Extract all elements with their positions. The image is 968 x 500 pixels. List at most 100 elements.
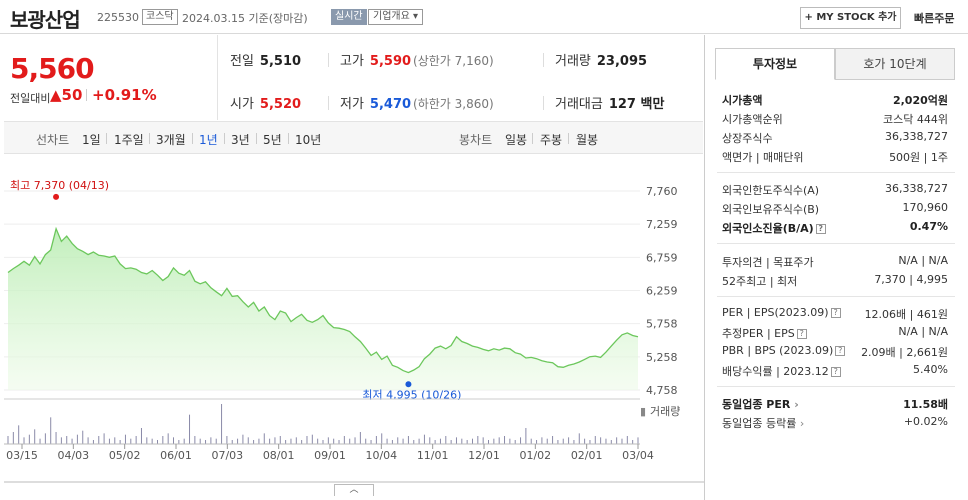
y-tick-label: 7,259 bbox=[646, 218, 678, 231]
x-tick-label: 07/03 bbox=[211, 449, 243, 462]
row-label: 액면가 | 매매단위 bbox=[722, 151, 804, 164]
candle-chart-label: 봉차트 bbox=[459, 133, 493, 147]
tab-3y[interactable]: 3년 bbox=[231, 133, 250, 147]
x-tick-label: 04/03 bbox=[57, 449, 89, 462]
x-tick-label: 01/02 bbox=[519, 449, 551, 462]
stat-label: 거래량 bbox=[555, 54, 591, 69]
y-tick-label: 4,758 bbox=[646, 384, 678, 397]
change-label: 전일대비 bbox=[10, 92, 51, 105]
x-tick-label: 11/01 bbox=[417, 449, 449, 462]
row-industry-per[interactable]: 동일업종 PER › 11.58배 bbox=[722, 396, 948, 412]
stat-high: 고가 5,590 (상한가 7,160) bbox=[340, 50, 494, 69]
row-market-cap-rank: 시가총액순위 코스닥 444위 bbox=[722, 111, 948, 127]
y-tick-label: 5,258 bbox=[646, 351, 678, 364]
tab-1d[interactable]: 1일 bbox=[82, 133, 101, 147]
industry-rate-label: 동일업종 등락률 bbox=[722, 417, 797, 430]
row-value: 36,338,727 bbox=[885, 182, 948, 195]
low-annotation: 최저 4,995 (10/26) bbox=[362, 388, 461, 401]
row-label: 외국인소진율(B/A)? bbox=[722, 220, 826, 236]
row-foreign-limit: 외국인한도주식수(A) 36,338,727 bbox=[722, 182, 948, 198]
price-area bbox=[8, 228, 638, 390]
tab-1w[interactable]: 1주일 bbox=[114, 133, 144, 147]
tab-5y[interactable]: 5년 bbox=[263, 133, 282, 147]
row-value: 11.58배 bbox=[903, 398, 948, 411]
stat-trade-value: 거래대금 127 백만 bbox=[555, 93, 664, 112]
row-per: PER | EPS(2023.09)? 12.06배 | 461원 bbox=[722, 306, 948, 322]
stat-value: 5,590 bbox=[369, 54, 412, 69]
high-marker bbox=[53, 193, 60, 200]
price-change: ▲50 bbox=[50, 86, 83, 104]
row-label: PER | EPS(2023.09)? bbox=[722, 306, 841, 319]
help-icon[interactable]: ? bbox=[815, 224, 826, 234]
stat-volume: 거래량 23,095 bbox=[555, 50, 647, 69]
help-icon[interactable]: ? bbox=[835, 346, 846, 356]
row-label: 동일업종 PER › bbox=[722, 396, 799, 412]
stat-label: 거래대금 bbox=[555, 97, 603, 112]
divider bbox=[224, 133, 225, 144]
row-opinion: 투자의견 | 목표주가 N/A | N/A bbox=[722, 254, 948, 270]
tab-investment-info[interactable]: 투자정보 bbox=[715, 48, 835, 80]
row-value: 코스닥 444위 bbox=[883, 113, 948, 126]
price-summary: 5,560 전일대비 ▲50 +0.91% bbox=[0, 35, 218, 120]
row-value: 36,338,727 bbox=[885, 130, 948, 143]
tab-daily[interactable]: 일봉 bbox=[505, 133, 528, 147]
high-annotation: 최고 7,370 (04/13) bbox=[10, 179, 109, 192]
company-info-dropdown[interactable]: 기업개요 ▾ bbox=[368, 9, 423, 25]
row-industry-rate[interactable]: 동일업종 등락률 › +0.02% bbox=[722, 415, 948, 431]
stat-value: 5,520 bbox=[259, 97, 302, 112]
row-value: 0.47% bbox=[909, 220, 948, 233]
stat-prev-close: 전일 5,510 bbox=[230, 50, 301, 69]
chart-collapse-button[interactable]: ︿ bbox=[334, 484, 374, 496]
divider bbox=[717, 296, 955, 297]
stats-grid: 전일 5,510 고가 5,590 (상한가 7,160) 거래량 23,095 시가 5… bbox=[218, 35, 704, 120]
header-bar: 보광산업 225530 코스닥 2024.03.15 기준(장마감) 실시간 기… bbox=[0, 0, 968, 34]
as-of-date: 2024.03.15 기준(장마감) bbox=[182, 12, 308, 25]
help-icon[interactable]: ? bbox=[830, 367, 841, 377]
row-par-value: 액면가 | 매매단위 500원 | 1주 bbox=[722, 149, 948, 165]
row-value: N/A | N/A bbox=[898, 325, 948, 338]
row-value: 5.40% bbox=[913, 363, 948, 376]
row-label: 52주최고 | 최저 bbox=[722, 275, 798, 288]
chevron-right-icon: › bbox=[796, 417, 805, 430]
stat-sub: (상한가 7,160) bbox=[413, 54, 494, 68]
divider bbox=[568, 133, 569, 144]
divider bbox=[717, 386, 955, 387]
y-tick-label: 6,259 bbox=[646, 285, 678, 298]
row-shares: 상장주식수 36,338,727 bbox=[722, 130, 948, 146]
x-tick-label: 08/01 bbox=[263, 449, 295, 462]
tab-3m[interactable]: 3개월 bbox=[156, 133, 186, 147]
company-name: 보광산업 bbox=[10, 8, 81, 32]
stat-label: 시가 bbox=[230, 97, 254, 112]
row-value: 2,020억원 bbox=[892, 94, 948, 107]
price-chart[interactable]: 7,760 7,259 6,759 6,259 5,758 5,258 4,758 최고 7… bbox=[0, 155, 704, 485]
row-pbr: PBR | BPS (2023.09)? 2.09배 | 2,661원 bbox=[722, 344, 948, 360]
tab-monthly[interactable]: 월봉 bbox=[576, 133, 599, 147]
stat-value: 127 백만 bbox=[608, 97, 665, 112]
divider bbox=[149, 133, 150, 144]
row-value: 2.09배 | 2,661원 bbox=[861, 346, 948, 359]
x-tick-label: 10/04 bbox=[365, 449, 397, 462]
help-icon[interactable]: ? bbox=[796, 329, 807, 339]
realtime-button[interactable]: 실시간 bbox=[331, 9, 367, 25]
dividend-label: 배당수익률 | 2023.12 bbox=[722, 365, 829, 378]
per-label: PER | EPS(2023.09) bbox=[722, 306, 829, 319]
row-value: 170,960 bbox=[902, 201, 949, 214]
tab-1y[interactable]: 1년 bbox=[199, 133, 218, 147]
price-line bbox=[7, 226, 639, 374]
low-marker bbox=[405, 381, 412, 388]
market-badge: 코스닥 bbox=[142, 9, 178, 25]
divider bbox=[543, 53, 544, 67]
quick-order-link[interactable]: 빠른주문 bbox=[914, 12, 955, 25]
stat-value: 5,510 bbox=[259, 54, 302, 69]
tab-10y[interactable]: 10년 bbox=[295, 133, 322, 147]
help-icon[interactable]: ? bbox=[830, 308, 841, 318]
add-mystock-button[interactable]: + MY STOCK 추가 bbox=[800, 7, 901, 29]
change-divider bbox=[86, 89, 87, 101]
x-tick-label: 03/04 bbox=[622, 449, 654, 462]
tab-weekly[interactable]: 주봉 bbox=[540, 133, 563, 147]
tab-order-book[interactable]: 호가 10단계 bbox=[835, 48, 955, 80]
x-tick-label: 09/01 bbox=[314, 449, 346, 462]
x-tick-label: 03/15 bbox=[6, 449, 38, 462]
volume-label: 거래량 bbox=[650, 405, 680, 418]
row-market-cap: 시가총액 2,020억원 bbox=[722, 92, 948, 108]
